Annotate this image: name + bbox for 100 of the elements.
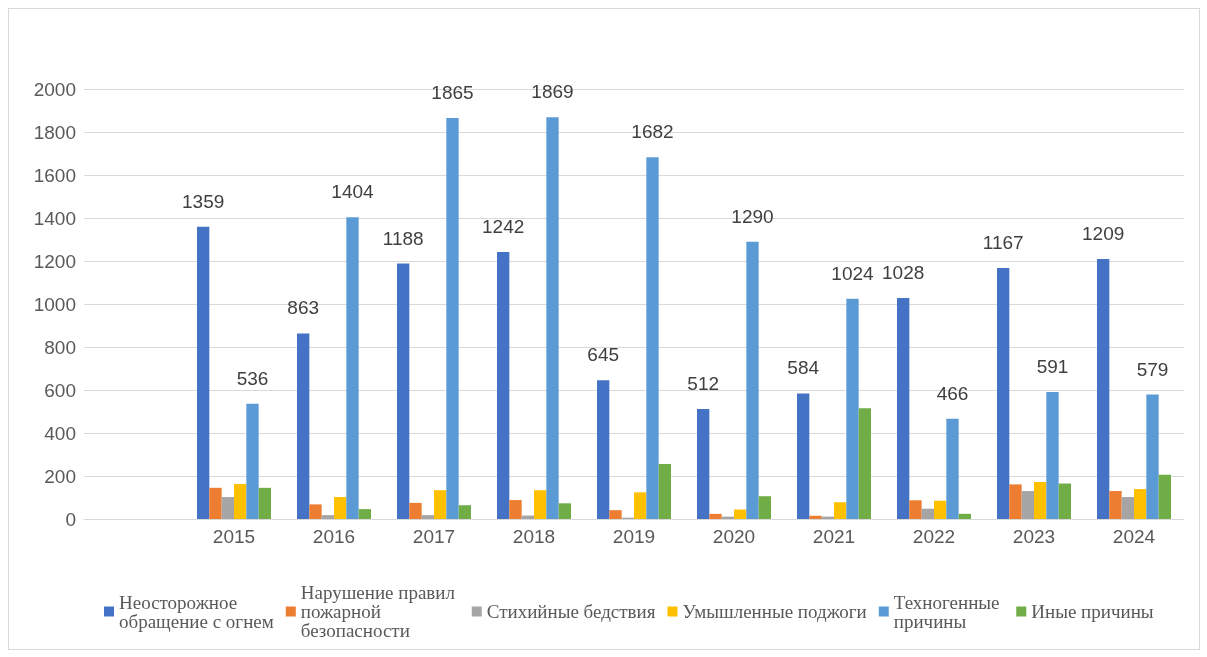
- bar: [1009, 484, 1022, 519]
- data-label: 466: [936, 382, 969, 404]
- data-label: 584: [787, 357, 820, 379]
- y-tick-label: 400: [44, 422, 76, 444]
- data-label: 1290: [731, 205, 774, 227]
- bar: [246, 403, 259, 519]
- bar: [834, 502, 847, 519]
- bar: [1034, 482, 1047, 519]
- bar: [958, 513, 971, 519]
- x-tick-label: 2022: [912, 526, 956, 547]
- x-tick-label: 2015: [212, 526, 256, 547]
- y-tick-label: 600: [44, 379, 76, 401]
- bar: [258, 487, 271, 519]
- bar: [534, 490, 547, 519]
- bar: [334, 497, 347, 519]
- bar: [1058, 483, 1071, 519]
- y-tick-label: 1200: [33, 250, 76, 272]
- x-tick-label: 2024: [1112, 526, 1156, 547]
- data-label: 591: [1036, 355, 1069, 377]
- bar: [558, 503, 571, 519]
- bar: [409, 502, 422, 519]
- bar: [434, 490, 447, 519]
- data-label: 1404: [331, 181, 375, 203]
- data-label: 1209: [1082, 223, 1125, 245]
- bar: [1146, 394, 1159, 519]
- bar: [1158, 474, 1171, 519]
- y-tick-label: 0: [65, 508, 76, 530]
- bar: [1021, 491, 1034, 519]
- legend-label: Неосторожное обращение с огнем: [119, 591, 274, 632]
- data-label: 536: [236, 367, 269, 389]
- bar: [1121, 497, 1134, 519]
- bar: [897, 297, 910, 519]
- data-label: 1188: [382, 227, 424, 249]
- data-label: 645: [587, 344, 620, 366]
- x-tick-label: 2018: [512, 526, 556, 547]
- data-label: 1682: [631, 121, 674, 143]
- data-label: 1167: [982, 232, 1024, 254]
- legend-label: Иные причины: [1031, 601, 1154, 622]
- data-label: 863: [287, 297, 320, 319]
- bar: [458, 505, 471, 519]
- x-tick-label: 2023: [1012, 526, 1056, 547]
- legend-label: Стихийные бедствия: [486, 601, 656, 622]
- bar: [546, 117, 559, 519]
- bar: [297, 333, 310, 519]
- bar: [809, 515, 822, 519]
- bar: [446, 118, 459, 519]
- bar: [646, 157, 659, 519]
- data-label: 1028: [882, 261, 925, 283]
- bar: [321, 515, 334, 519]
- bar: [846, 298, 859, 519]
- bar: [858, 408, 871, 519]
- y-tick-label: 1600: [33, 164, 76, 186]
- x-tick-label: 2021: [812, 526, 856, 547]
- x-tick-label: 2016: [312, 526, 356, 547]
- data-label: 1865: [431, 82, 474, 104]
- bar: [509, 500, 522, 519]
- y-tick-label: 1000: [33, 293, 76, 315]
- bar: [634, 492, 647, 519]
- legend-label: Умышленные поджоги: [682, 601, 867, 622]
- bar: [946, 418, 959, 519]
- legend-label: Техногенные причины: [893, 591, 1005, 632]
- bar: [421, 515, 434, 519]
- bar: [697, 408, 710, 519]
- bar: [397, 263, 410, 519]
- bar: [746, 241, 759, 519]
- x-tick-label: 2020: [712, 526, 756, 547]
- bar: [234, 483, 247, 519]
- bar: [1109, 491, 1122, 519]
- bar: [221, 497, 234, 519]
- bar: [309, 504, 322, 519]
- bar: [734, 509, 747, 519]
- bar: [658, 463, 671, 519]
- bar: [1097, 259, 1110, 519]
- bar: [797, 393, 810, 519]
- bar: [497, 251, 510, 519]
- bar: [197, 226, 210, 519]
- data-label: 1242: [482, 215, 525, 237]
- data-label: 512: [687, 372, 720, 394]
- y-tick-label: 1800: [33, 121, 76, 143]
- data-label: 1359: [182, 190, 225, 212]
- bar: [358, 509, 371, 519]
- bar: [934, 500, 947, 519]
- bar: [997, 268, 1010, 519]
- y-tick-label: 1400: [33, 207, 76, 229]
- bar: [1046, 391, 1059, 519]
- y-tick-label: 800: [44, 336, 76, 358]
- bar: [597, 380, 610, 519]
- y-tick-label: 2000: [33, 78, 76, 100]
- bar: [209, 487, 222, 519]
- bar: [921, 508, 934, 519]
- bar: [709, 513, 722, 519]
- data-label: 1024: [831, 262, 875, 284]
- bar: [758, 496, 771, 519]
- y-tick-label: 200: [44, 465, 76, 487]
- bar: [346, 217, 359, 519]
- x-tick-label: 2017: [412, 526, 456, 547]
- x-tick-label: 2019: [612, 526, 656, 547]
- data-label: 579: [1136, 358, 1169, 380]
- bar: [609, 510, 622, 519]
- legend-label: Нарушение правил пожарной безопасности: [300, 582, 460, 641]
